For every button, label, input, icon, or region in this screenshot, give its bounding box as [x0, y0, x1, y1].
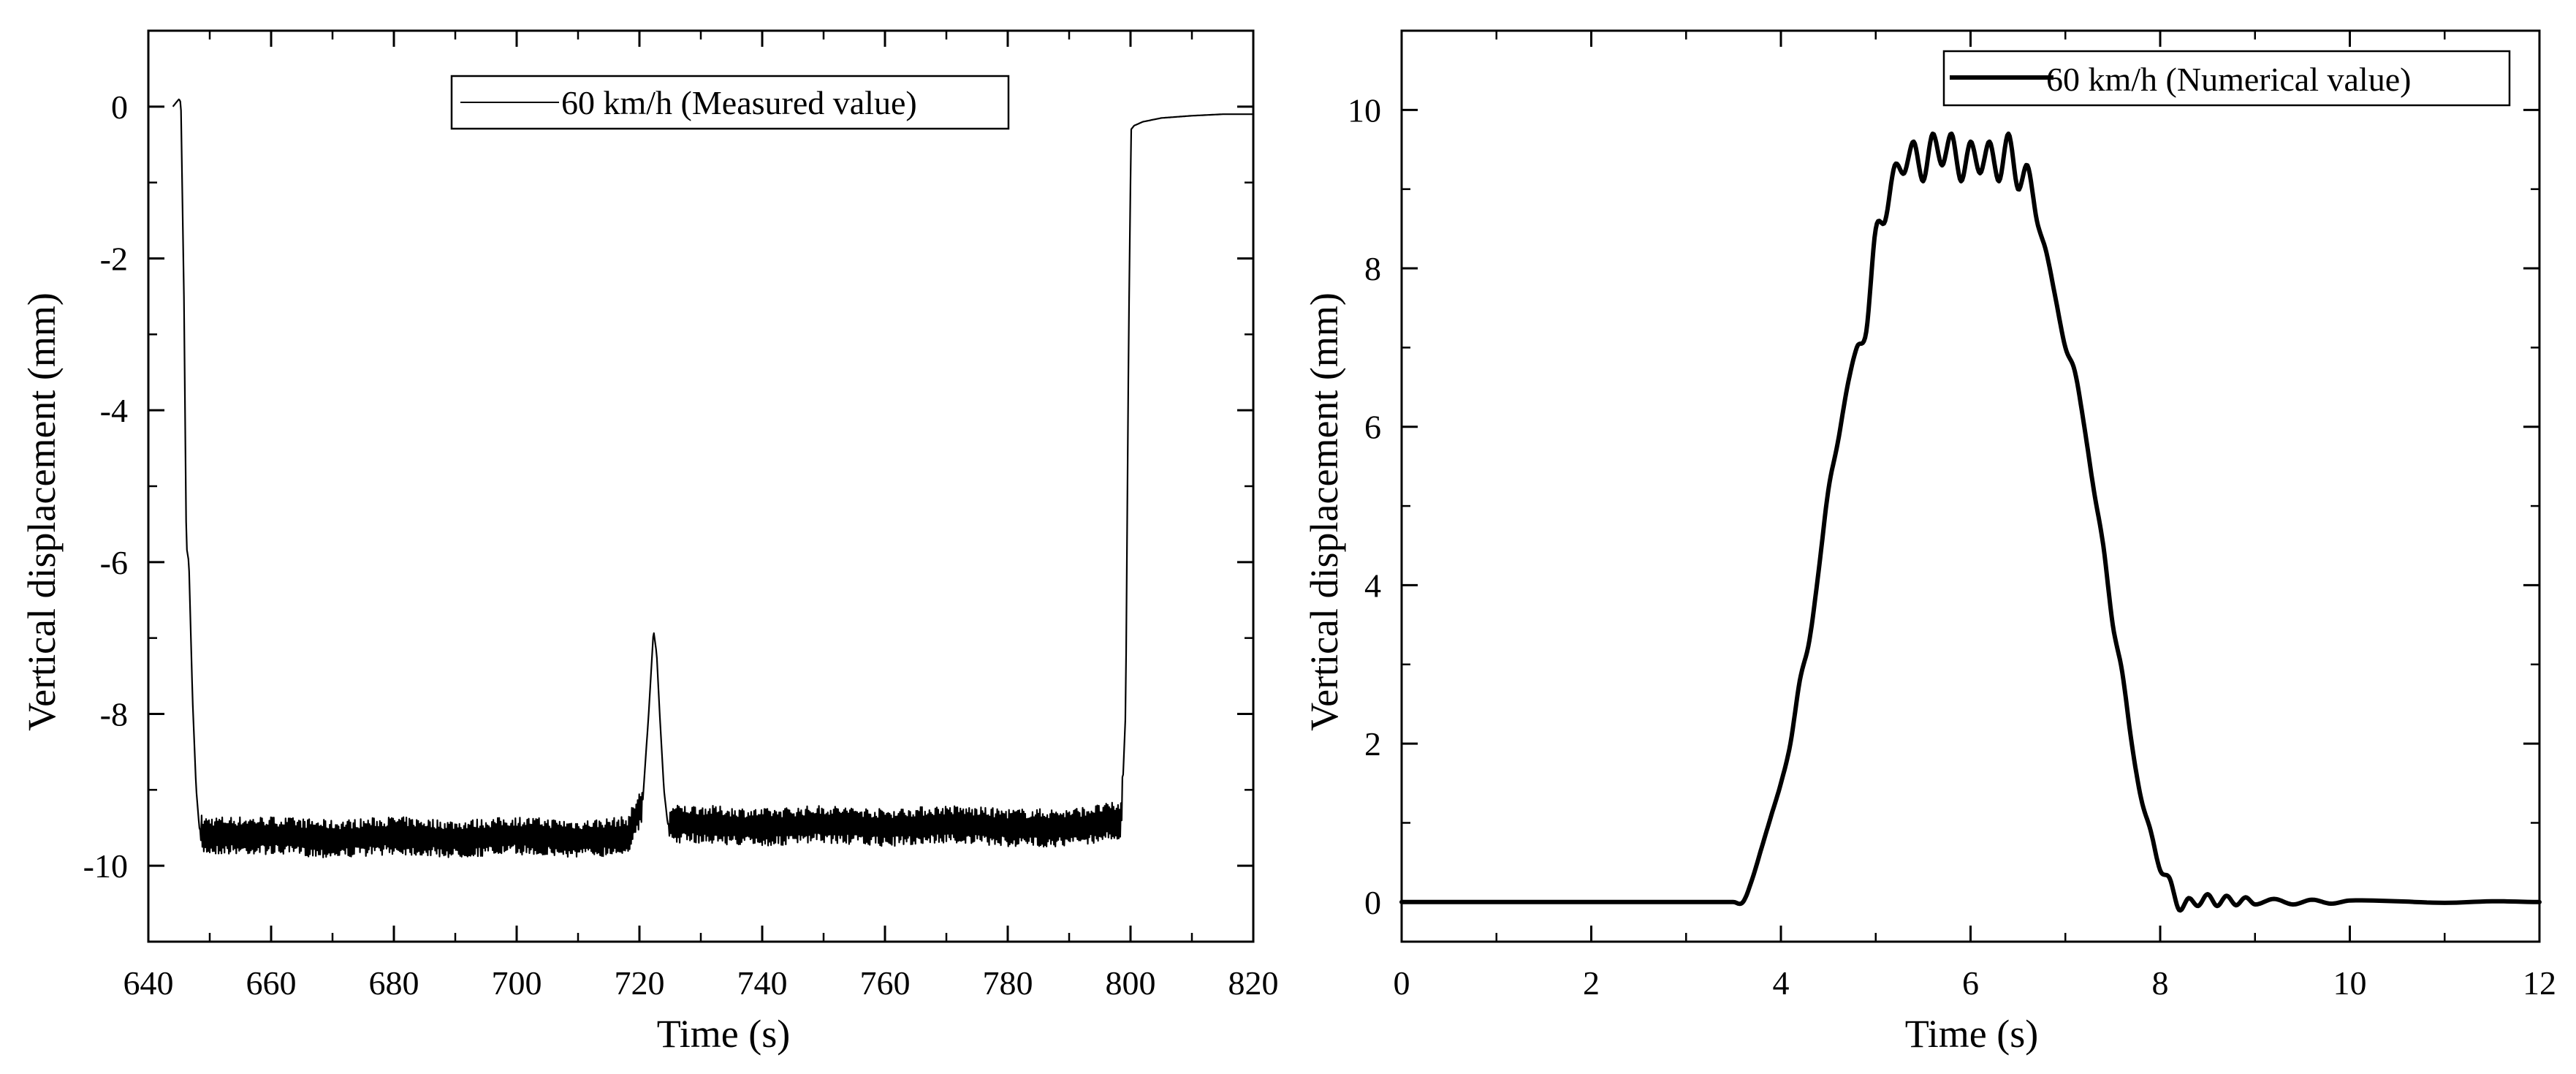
y-tick-label: 0: [1364, 884, 1381, 921]
y-tick-label: 8: [1364, 250, 1381, 287]
x-tick-label: 820: [1228, 964, 1279, 1002]
x-tick-label: 680: [369, 964, 419, 1002]
numerical-axis-ticks: 0 2 4 6 8 10 12 0 2 4 6 8 10: [1348, 31, 2556, 1002]
x-tick-label: 700: [492, 964, 542, 1002]
x-tick-label: 0: [1394, 964, 1410, 1002]
y-tick-label: 10: [1348, 91, 1381, 129]
measured-axis-ticks: 640 660 680 700 720 740 760 780 800 820 0 -2 -4 -6 -8 -…: [83, 31, 1279, 1002]
x-tick-label: 740: [737, 964, 788, 1002]
measured-legend: 60 km/h (Measured value): [450, 75, 1010, 130]
measured-series-line: [172, 98, 1253, 858]
x-tick-label: 10: [2333, 964, 2367, 1002]
x-tick-label: 660: [246, 964, 297, 1002]
y-tick-label: -4: [100, 392, 128, 429]
numerical-x-axis-title: Time (s): [1905, 1012, 2039, 1056]
numerical-legend-label: 60 km/h (Numerical value): [2046, 61, 2411, 98]
x-tick-label: 2: [1583, 964, 1600, 1002]
numerical-y-axis-title: Vertical displacement (mm): [1302, 292, 1346, 731]
y-tick-label: -6: [100, 544, 128, 581]
y-tick-label: 6: [1364, 409, 1381, 446]
numerical-legend: 60 km/h (Numerical value): [1942, 50, 2511, 107]
x-tick-label: 760: [860, 964, 911, 1002]
numerical-series-line: [1399, 131, 2542, 913]
x-tick-label: 640: [124, 964, 174, 1002]
y-tick-label: 0: [111, 88, 128, 126]
y-tick-label: -2: [100, 241, 128, 278]
x-tick-label: 8: [2152, 964, 2169, 1002]
y-tick-label: -8: [100, 696, 128, 733]
measured-x-axis-title: Time (s): [657, 1012, 791, 1056]
measured-chart: 640 660 680 700 720 740 760 780 800 820 0 -2 -4 -6 -8 -…: [20, 29, 1279, 1056]
x-tick-label: 4: [1773, 964, 1790, 1002]
numerical-plot-frame: [1400, 29, 2541, 943]
measured-legend-label: 60 km/h (Measured value): [561, 84, 917, 121]
numerical-plot-area: [1399, 131, 2542, 913]
x-tick-label: 6: [1962, 964, 1979, 1002]
x-tick-label: 12: [2523, 964, 2556, 1002]
y-tick-label: 2: [1364, 725, 1381, 763]
y-tick-label: 4: [1364, 567, 1381, 604]
y-tick-label: -10: [83, 847, 128, 885]
x-tick-label: 800: [1106, 964, 1156, 1002]
x-tick-label: 780: [983, 964, 1033, 1002]
x-tick-label: 720: [615, 964, 665, 1002]
measured-plot-frame: [147, 29, 1255, 943]
numerical-chart: 0 2 4 6 8 10 12 0 2 4 6 8 10 Time (s) Vertical displ…: [1302, 29, 2556, 1056]
measured-y-axis-title: Vertical displacement (mm): [20, 292, 64, 731]
measured-plot-area: [172, 98, 1253, 858]
